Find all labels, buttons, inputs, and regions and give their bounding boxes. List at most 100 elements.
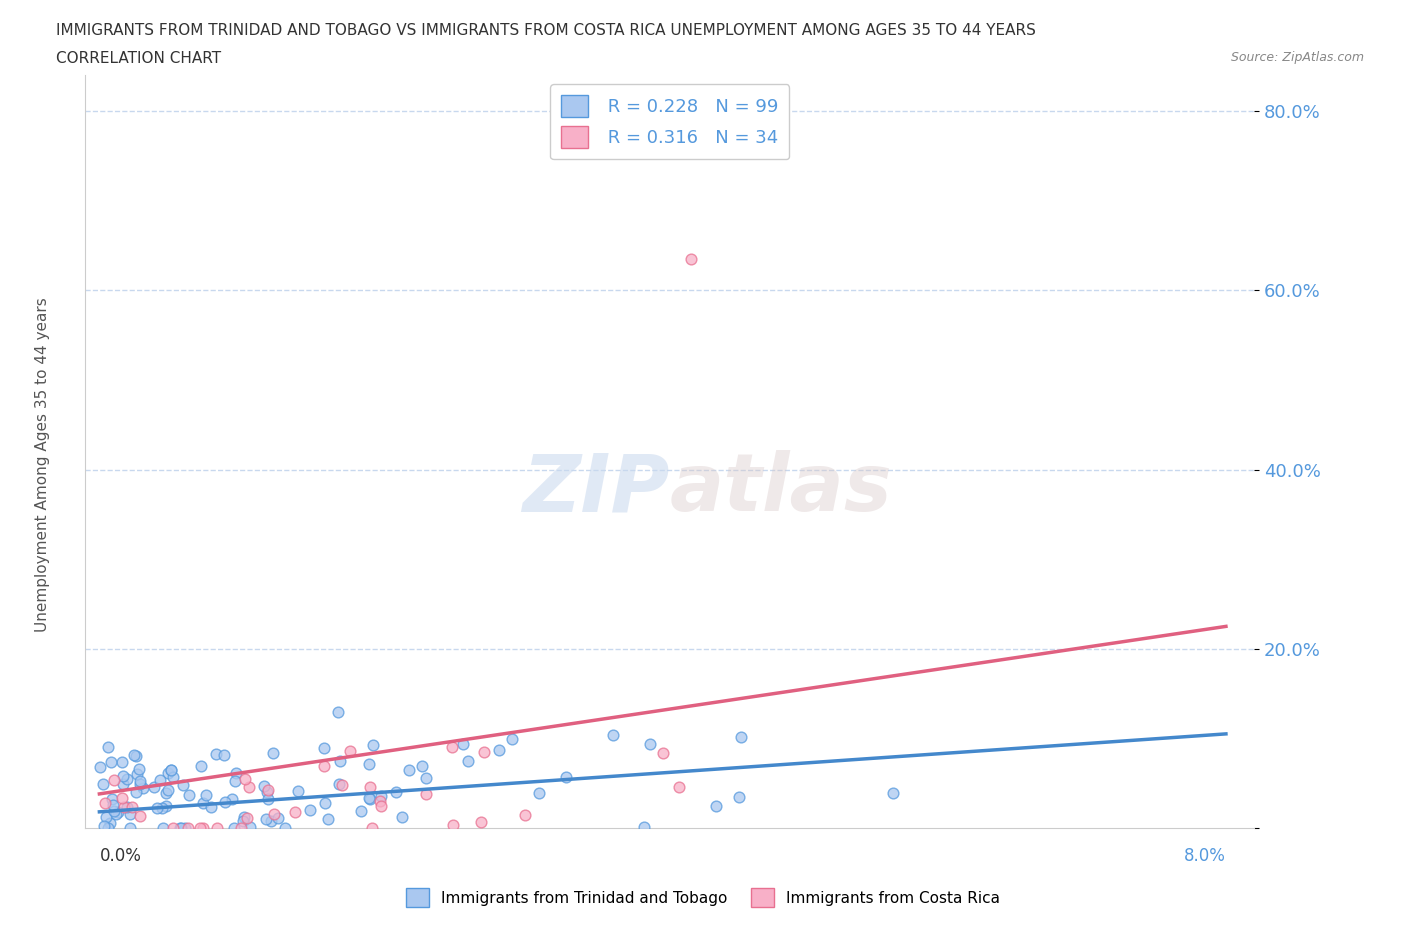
- Point: [263, 806, 285, 821]
- Text: 8.0%: 8.0%: [1184, 846, 1226, 865]
- Point: [602, 727, 624, 742]
- Point: [415, 787, 437, 802]
- Point: [330, 777, 353, 792]
- Point: [174, 820, 197, 835]
- Point: [415, 770, 437, 785]
- Point: [91, 777, 114, 791]
- Point: [212, 748, 235, 763]
- Legend: Immigrants from Trinidad and Tobago, Immigrants from Costa Rica: Immigrants from Trinidad and Tobago, Imm…: [401, 883, 1005, 913]
- Point: [287, 784, 309, 799]
- Point: [706, 798, 728, 813]
- Point: [329, 754, 352, 769]
- Point: [299, 803, 322, 817]
- Point: [107, 804, 129, 819]
- Point: [100, 754, 122, 769]
- Point: [236, 810, 259, 825]
- Point: [94, 809, 117, 824]
- Point: [103, 798, 125, 813]
- Point: [94, 796, 117, 811]
- Point: [328, 777, 350, 791]
- Point: [633, 819, 655, 834]
- Point: [232, 814, 254, 829]
- Point: [253, 778, 276, 793]
- Point: [160, 763, 183, 777]
- Point: [177, 820, 200, 835]
- Point: [97, 739, 120, 754]
- Point: [105, 806, 128, 821]
- Point: [361, 738, 384, 753]
- Point: [156, 782, 179, 797]
- Point: [267, 811, 290, 826]
- Point: [470, 815, 492, 830]
- Point: [284, 805, 307, 820]
- Point: [501, 732, 523, 747]
- Point: [730, 729, 752, 744]
- Point: [312, 758, 335, 773]
- Point: [152, 801, 174, 816]
- Point: [359, 791, 381, 806]
- Point: [221, 791, 243, 806]
- Point: [155, 799, 177, 814]
- Point: [274, 820, 297, 835]
- Point: [149, 773, 172, 788]
- Point: [98, 816, 121, 830]
- Point: [229, 820, 252, 835]
- Text: CORRELATION CHART: CORRELATION CHART: [56, 51, 221, 66]
- Point: [259, 814, 281, 829]
- Point: [359, 790, 381, 805]
- Point: [339, 743, 361, 758]
- Point: [112, 799, 135, 814]
- Point: [398, 763, 420, 777]
- Point: [238, 779, 260, 794]
- Point: [205, 747, 228, 762]
- Point: [156, 765, 179, 780]
- Point: [233, 809, 256, 824]
- Point: [214, 794, 236, 809]
- Text: 0.0%: 0.0%: [100, 846, 141, 865]
- Point: [191, 795, 214, 810]
- Point: [457, 753, 479, 768]
- Point: [191, 820, 214, 835]
- Point: [233, 772, 256, 787]
- Point: [527, 786, 550, 801]
- Point: [155, 786, 177, 801]
- Point: [328, 704, 350, 719]
- Point: [555, 770, 578, 785]
- Point: [169, 820, 191, 835]
- Point: [125, 749, 148, 764]
- Text: ZIP: ZIP: [522, 450, 669, 528]
- Point: [120, 807, 142, 822]
- Point: [115, 800, 138, 815]
- Legend:  R = 0.228   N = 99,  R = 0.316   N = 34: R = 0.228 N = 99, R = 0.316 N = 34: [550, 85, 790, 159]
- Point: [882, 785, 904, 800]
- Point: [169, 820, 191, 835]
- Point: [225, 765, 247, 780]
- Point: [652, 745, 675, 760]
- Point: [111, 754, 134, 769]
- Point: [194, 787, 217, 802]
- Point: [121, 800, 143, 815]
- Point: [440, 739, 463, 754]
- Point: [103, 804, 125, 818]
- Point: [200, 799, 222, 814]
- Point: [129, 808, 152, 823]
- Point: [172, 777, 194, 792]
- Point: [222, 820, 245, 835]
- Point: [143, 779, 166, 794]
- Point: [128, 762, 150, 777]
- Point: [125, 785, 148, 800]
- Point: [314, 795, 336, 810]
- Text: Source: ZipAtlas.com: Source: ZipAtlas.com: [1230, 51, 1364, 64]
- Text: IMMIGRANTS FROM TRINIDAD AND TOBAGO VS IMMIGRANTS FROM COSTA RICA UNEMPLOYMENT A: IMMIGRANTS FROM TRINIDAD AND TOBAGO VS I…: [56, 23, 1036, 38]
- Point: [368, 794, 391, 809]
- Point: [190, 759, 212, 774]
- Point: [152, 820, 174, 835]
- Point: [97, 820, 120, 835]
- Point: [190, 820, 212, 835]
- Point: [441, 817, 464, 832]
- Point: [132, 780, 155, 795]
- Point: [100, 792, 122, 807]
- Point: [120, 820, 142, 835]
- Point: [359, 757, 381, 772]
- Point: [129, 773, 152, 788]
